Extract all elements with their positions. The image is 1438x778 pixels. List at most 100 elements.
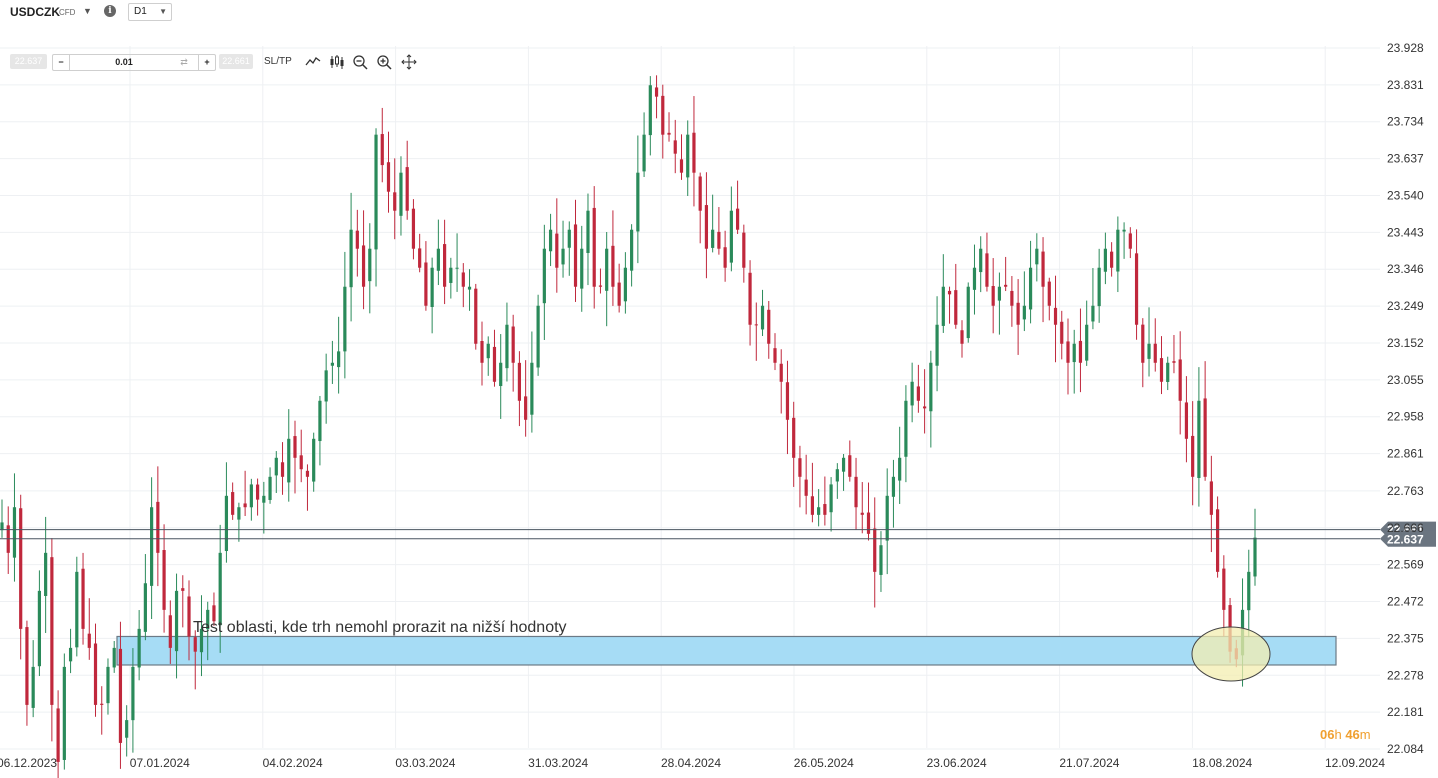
y-tick-label: 23.346 xyxy=(1387,262,1424,276)
candle-body xyxy=(954,290,958,325)
price-label-1: 22.637 xyxy=(1380,530,1436,547)
swap-icon[interactable]: ⇄ xyxy=(180,57,188,67)
candle xyxy=(835,463,839,499)
candle xyxy=(25,620,29,726)
candle xyxy=(486,336,490,376)
candle-body xyxy=(193,637,197,652)
candle-body xyxy=(723,247,727,268)
timeframe-select[interactable]: D1 ▼ xyxy=(128,3,172,21)
candle-body xyxy=(1047,281,1051,306)
candle-body xyxy=(561,248,565,265)
candle xyxy=(6,506,10,574)
candle xyxy=(1060,310,1064,360)
candle xyxy=(611,210,615,306)
candle-timer: 06h 46m xyxy=(1320,727,1371,742)
candle xyxy=(150,477,154,620)
candle-body xyxy=(430,267,434,308)
candle xyxy=(299,429,303,483)
candle xyxy=(411,199,416,260)
candle xyxy=(75,556,79,657)
candle xyxy=(1209,455,1213,553)
ask-price[interactable]: 22.661 xyxy=(219,54,253,69)
candle-body xyxy=(212,605,216,622)
x-tick-label: 03.03.2024 xyxy=(395,756,455,770)
candle-body xyxy=(617,282,621,306)
zoom-in-icon[interactable] xyxy=(376,54,392,70)
candle-body xyxy=(841,457,846,472)
candle xyxy=(386,131,391,213)
candle-body xyxy=(760,305,765,330)
candle-body xyxy=(848,455,852,477)
x-tick-label: 21.07.2024 xyxy=(1059,756,1119,770)
candle xyxy=(137,610,141,681)
candle-body xyxy=(742,232,746,268)
candle xyxy=(760,289,765,337)
zoom-out-icon[interactable] xyxy=(352,54,368,70)
candle-body xyxy=(1197,400,1201,478)
candle xyxy=(1010,276,1014,327)
y-tick-label: 22.666 xyxy=(1387,521,1424,535)
candle xyxy=(112,640,116,673)
x-tick-label: 28.04.2024 xyxy=(661,756,721,770)
candle-body xyxy=(866,512,871,534)
support-zone xyxy=(116,635,1337,666)
price-label-text: 22.637 xyxy=(1387,532,1424,546)
candle xyxy=(524,360,528,437)
candle-body xyxy=(143,583,147,632)
candle xyxy=(143,554,147,641)
candle-body xyxy=(1103,248,1107,272)
candle-body xyxy=(548,229,553,252)
candle xyxy=(866,482,871,541)
line-chart-icon[interactable] xyxy=(305,54,321,70)
candle xyxy=(779,349,783,414)
x-tick-label: 07.01.2024 xyxy=(130,756,190,770)
candle xyxy=(436,219,440,286)
candle xyxy=(1147,307,1151,377)
candle-body xyxy=(131,666,135,721)
sltp-button[interactable]: SL/TP xyxy=(264,56,292,67)
candlestick-icon[interactable] xyxy=(329,54,345,70)
candle-body xyxy=(1053,307,1058,325)
candle xyxy=(249,478,253,521)
qty-input[interactable]: 0.01 xyxy=(115,57,133,67)
candle xyxy=(829,477,833,532)
candle xyxy=(817,489,821,527)
candle-body xyxy=(941,286,945,326)
candle xyxy=(1178,331,1182,435)
candle-body xyxy=(798,458,802,477)
candle-body xyxy=(1116,229,1120,272)
candle xyxy=(954,263,958,329)
candle-body xyxy=(355,230,359,249)
candle xyxy=(355,209,359,277)
candle xyxy=(729,186,733,272)
candle-body xyxy=(0,522,4,531)
candle-body xyxy=(37,590,42,667)
candle xyxy=(474,283,478,350)
candle-body xyxy=(1066,341,1070,363)
candle xyxy=(1097,248,1101,323)
chevron-down-icon[interactable]: ▼ xyxy=(83,6,92,16)
candle xyxy=(792,401,796,487)
bid-price[interactable]: 22.637 xyxy=(10,54,47,69)
candle-body xyxy=(1097,267,1101,307)
candle-body xyxy=(474,288,478,344)
candle xyxy=(785,360,790,455)
candle xyxy=(262,481,266,534)
candle-body xyxy=(1159,358,1164,382)
candle-body xyxy=(162,550,166,610)
qty-minus-button[interactable]: − xyxy=(53,55,70,70)
candle xyxy=(50,538,54,742)
candle xyxy=(555,198,559,293)
candle-body xyxy=(536,305,540,368)
symbol-name[interactable]: USDCZK xyxy=(10,5,60,19)
x-tick-label: 23.06.2024 xyxy=(927,756,987,770)
move-icon[interactable] xyxy=(401,54,417,70)
candle xyxy=(898,426,902,504)
candle-body xyxy=(343,286,347,352)
qty-plus-button[interactable]: + xyxy=(198,55,215,70)
info-icon[interactable]: i xyxy=(104,5,116,17)
candle-body xyxy=(679,159,684,173)
candle xyxy=(910,362,914,423)
candle xyxy=(218,524,222,653)
